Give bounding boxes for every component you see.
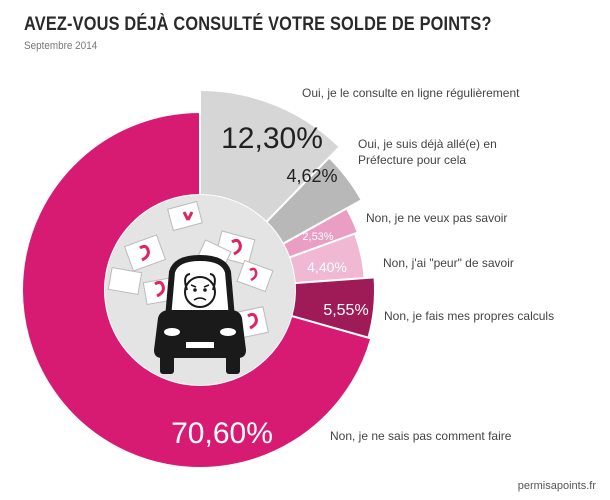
slice-value-label: 4,62% bbox=[286, 166, 337, 186]
chart-title: AVEZ-VOUS DÉJÀ CONSULTÉ VOTRE SOLDE DE P… bbox=[24, 14, 492, 35]
source-credit: permisapoints.fr bbox=[517, 480, 596, 492]
chart-subtitle: Septembre 2014 bbox=[24, 40, 98, 52]
car-icon bbox=[154, 254, 246, 374]
slice-category-label: Oui, je le consulte en ligne régulièreme… bbox=[302, 86, 520, 100]
slice-value-label: 70,60% bbox=[171, 417, 273, 450]
slice-value-label: 2,53% bbox=[302, 231, 333, 243]
slice-value-label: 4,40% bbox=[307, 259, 347, 275]
pie-slice bbox=[199, 88, 342, 224]
slice-category-label: Non, je ne sais pas comment faire bbox=[330, 429, 512, 443]
center-illustration bbox=[105, 195, 295, 385]
slice-category-label: Non, je fais mes propres calculs bbox=[384, 309, 554, 323]
point-card-icon bbox=[107, 200, 274, 340]
slice-value-label: 5,55% bbox=[323, 302, 368, 319]
slice-category-label: Oui, je suis déjà allé(e) en Préfecture p… bbox=[358, 137, 497, 167]
worried-driver-icon bbox=[184, 273, 216, 308]
slice-category-label: Non, j'ai "peur" de savoir bbox=[383, 256, 514, 270]
slice-value-label: 12,30% bbox=[221, 122, 323, 155]
slice-category-label: Non, je ne veux pas savoir bbox=[366, 211, 507, 225]
